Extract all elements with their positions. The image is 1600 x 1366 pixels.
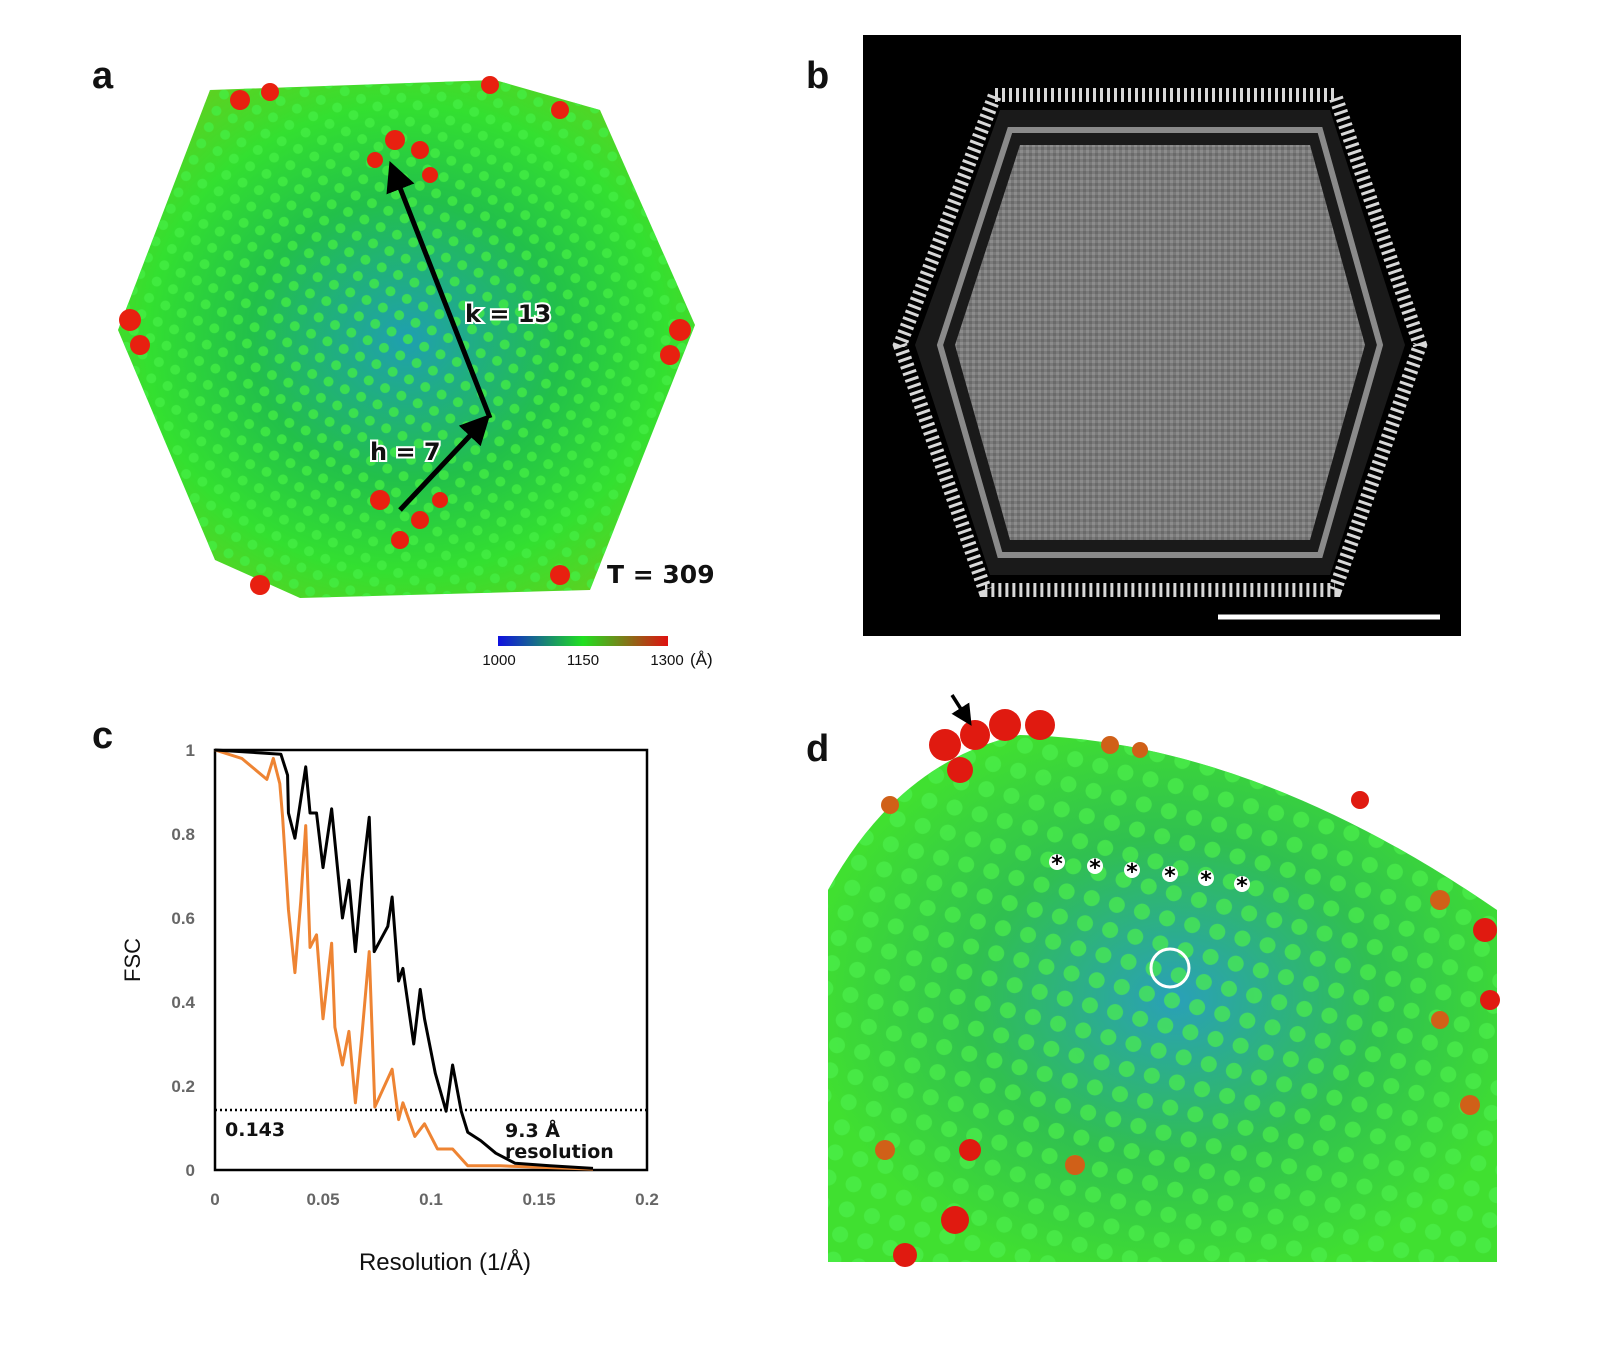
k-label: k = 13 bbox=[465, 300, 551, 328]
pointer-arrow bbox=[950, 694, 972, 726]
fsc-chart: 0 0.2 0.4 0.6 0.8 1 0 0.05 0.1 0.15 0.2 0.143 9.3… bbox=[120, 741, 659, 1276]
asterisk-marker bbox=[1087, 858, 1103, 874]
asterisk: * bbox=[1236, 874, 1248, 899]
y-axis-label: FSC bbox=[120, 938, 145, 982]
capsid-closeup-image bbox=[828, 694, 1500, 1267]
colorbar-unit: (Å) bbox=[690, 650, 713, 669]
resolution-annotation-line1: 9.3 Å bbox=[505, 1118, 560, 1142]
colorbar-tick: 1000 bbox=[482, 652, 515, 669]
colorbar bbox=[498, 636, 668, 646]
asterisk-marker bbox=[1198, 870, 1214, 886]
x-tick-label: 0.15 bbox=[522, 1190, 555, 1209]
panel-label-b: b bbox=[806, 55, 830, 97]
asterisk: * bbox=[1089, 856, 1101, 881]
plot-frame bbox=[213, 748, 649, 1172]
y-tick-label: 1 bbox=[186, 741, 195, 760]
x-tick-label: 0.1 bbox=[419, 1190, 443, 1209]
x-tick-label: 0.2 bbox=[635, 1190, 659, 1209]
h-label: h = 7 bbox=[370, 438, 441, 466]
asterisk-marker bbox=[1049, 854, 1065, 870]
y-tick-label: 0 bbox=[186, 1161, 195, 1180]
asterisk: * bbox=[1126, 860, 1138, 885]
x-axis-label: Resolution (1/Å) bbox=[359, 1248, 531, 1276]
y-tick-label: 0.4 bbox=[171, 993, 195, 1012]
asterisk-row: * * * * * * bbox=[1049, 852, 1250, 899]
h-vector-arrow bbox=[398, 414, 491, 512]
cryo-em-slice-image bbox=[863, 35, 1461, 636]
fsc-curve-1 bbox=[214, 748, 594, 1171]
highlight-circle bbox=[1149, 947, 1191, 989]
asterisk: * bbox=[1200, 868, 1212, 893]
x-tick-label: 0 bbox=[210, 1190, 219, 1209]
asterisk-marker bbox=[1124, 862, 1140, 878]
y-tick-label: 0.6 bbox=[171, 909, 195, 928]
y-tick-label: 0.2 bbox=[171, 1077, 195, 1096]
capsid-map-image bbox=[118, 76, 695, 598]
asterisk-marker bbox=[1234, 876, 1250, 892]
colorbar-tick: 1150 bbox=[567, 652, 599, 669]
resolution-annotation-line2: resolution bbox=[505, 1141, 614, 1163]
asterisk-marker bbox=[1162, 866, 1178, 882]
panel-label-a: a bbox=[92, 55, 114, 97]
asterisk: * bbox=[1051, 852, 1063, 877]
x-tick-label: 0.05 bbox=[306, 1190, 339, 1209]
threshold-label: 0.143 bbox=[225, 1119, 285, 1141]
panel-label-c: c bbox=[92, 715, 114, 757]
panel-label-d: d bbox=[806, 728, 830, 770]
colorbar-tick: 1300 bbox=[650, 652, 683, 669]
t-number-label: T = 309 bbox=[607, 560, 715, 589]
asterisk: * bbox=[1164, 864, 1176, 889]
fsc-curve-0 bbox=[214, 748, 594, 1170]
y-tick-label: 0.8 bbox=[171, 825, 195, 844]
k-vector-arrow bbox=[386, 161, 493, 419]
